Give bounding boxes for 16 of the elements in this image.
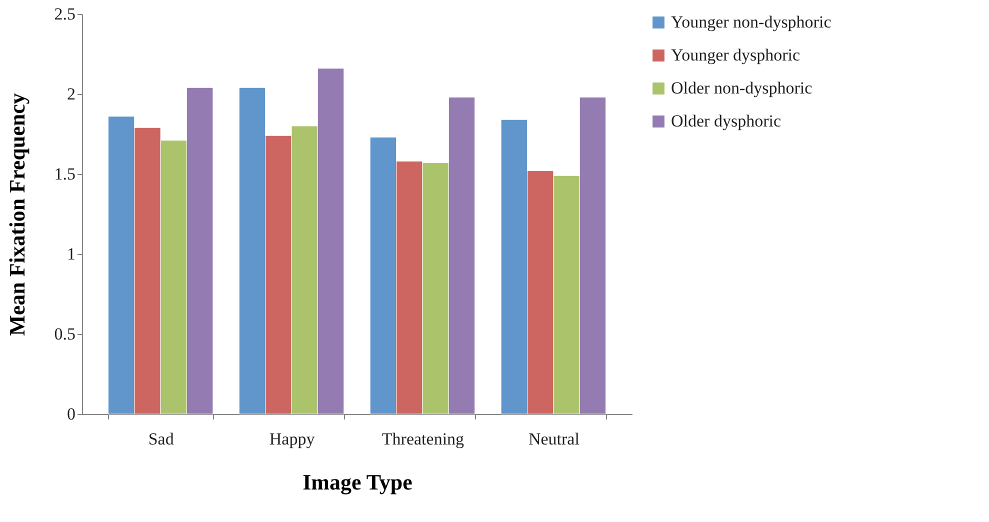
legend-label: Younger non-dysphoric [671,12,832,32]
x-tick-label: Happy [269,430,316,448]
x-tick-label: Sad [148,430,174,448]
y-tick-label: 1.5 [54,164,76,184]
y-tick-label: 0.5 [54,324,76,344]
y-tick-label: 2 [67,84,76,104]
x-tick-label: Threatening [382,430,465,448]
legend-label: Older dysphoric [671,112,782,130]
legend-label: Younger dysphoric [671,46,801,64]
x-tick-label: Neutral [528,430,580,448]
legend-label: Older non-dysphoric [671,78,813,98]
y-tick-label: 1 [67,244,76,264]
y-axis-title: Mean Fixation Frequency [4,93,30,336]
x-axis-title: Image Type [302,470,413,494]
y-tick-label: 2.5 [54,4,76,24]
y-tick-label: 0 [67,404,76,424]
